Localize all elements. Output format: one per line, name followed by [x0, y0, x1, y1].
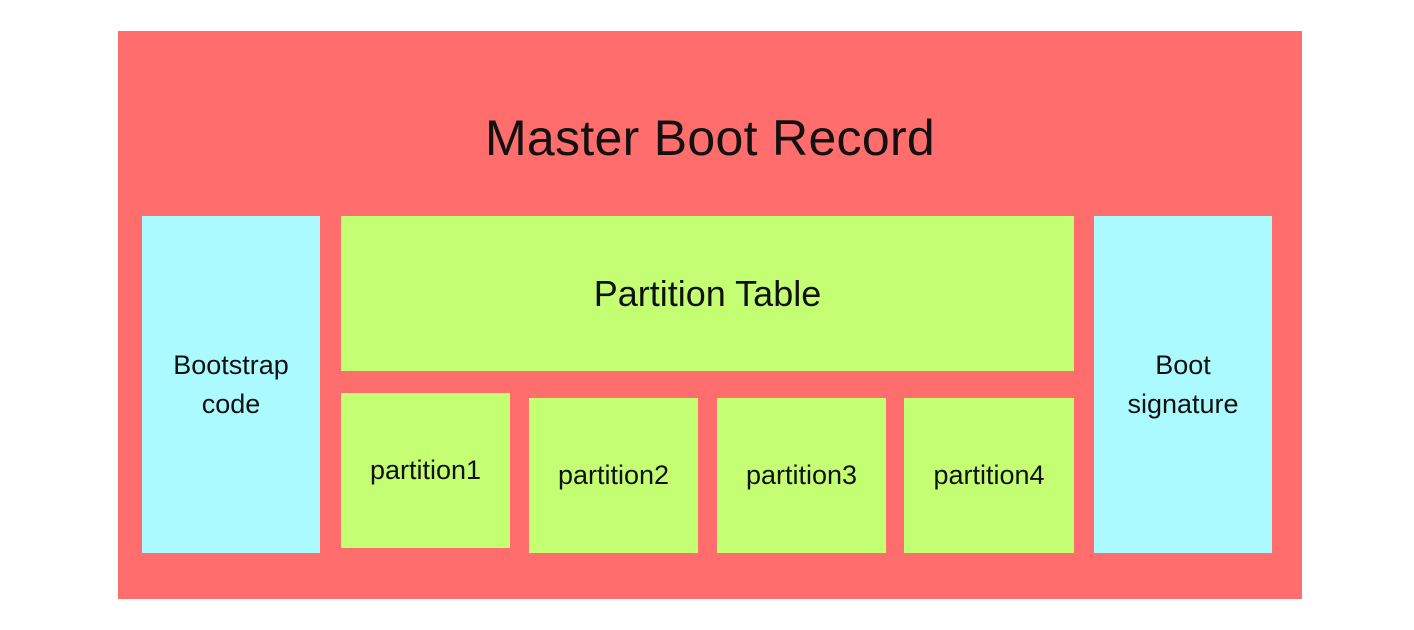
partition2-block: partition2 [529, 398, 698, 553]
partition3-block: partition3 [717, 398, 886, 553]
master-boot-record-title: Master Boot Record [484, 110, 936, 166]
partition1-block: partition1 [341, 393, 510, 548]
bootstrap-code-block: Bootstrap code [142, 216, 320, 553]
boot-signature-block: Boot signature [1094, 216, 1272, 553]
partition4-block: partition4 [904, 398, 1074, 553]
partition-table-block: Partition Table [341, 216, 1074, 371]
